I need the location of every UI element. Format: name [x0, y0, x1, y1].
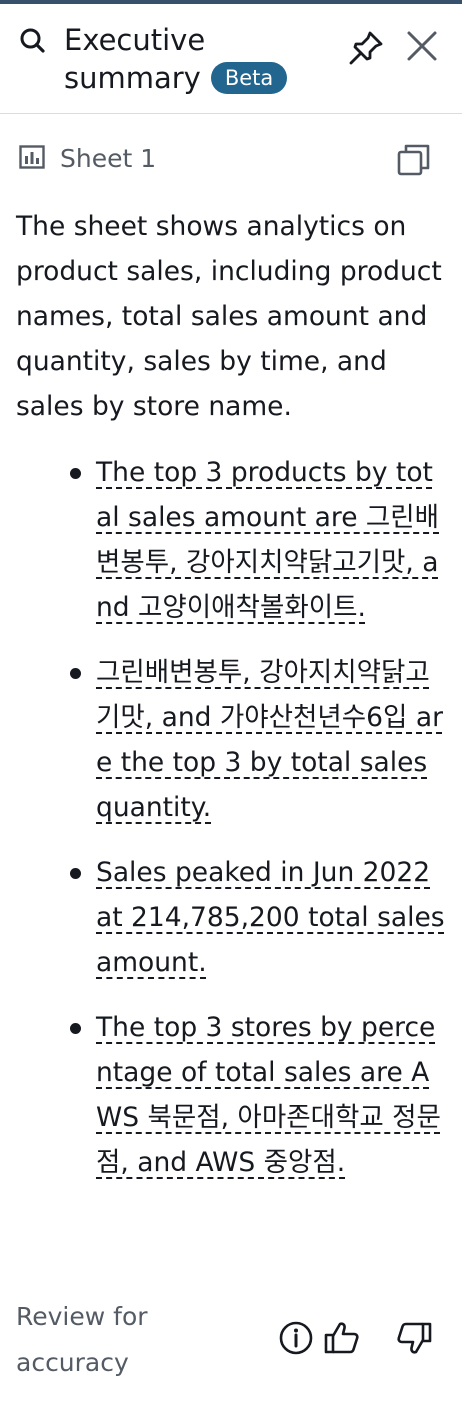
bullet-dot: [70, 868, 81, 879]
insight-text[interactable]: The top 3 stores by percentage of total …: [96, 1012, 441, 1178]
copy-button[interactable]: [394, 140, 434, 180]
close-button[interactable]: [402, 26, 442, 66]
bullet-dot: [70, 468, 81, 479]
bullet-dot: [70, 1023, 81, 1034]
close-icon: [402, 26, 442, 66]
info-icon: [276, 1318, 316, 1358]
copy-icon: [394, 140, 434, 180]
list-item: The top 3 products by total sales amount…: [0, 450, 462, 630]
list-item: Sales peaked in Jun 2022 at 214,785,200 …: [0, 850, 462, 985]
bullet-dot: [70, 668, 81, 679]
list-item: 그린배변봉투, 강아지치약닭고기맛, and 가야산천년수6입 are the …: [0, 650, 462, 830]
pin-icon: [346, 28, 386, 68]
panel-header: Executive summary Beta: [0, 4, 462, 114]
summary-intro: The sheet shows analytics on product sal…: [16, 211, 442, 422]
panel-footer: Review for accuracy: [16, 1294, 446, 1394]
panel-title-text: Executive summary: [64, 23, 206, 95]
summary-bullets: The top 3 products by total sales amount…: [0, 450, 462, 1205]
info-button[interactable]: [276, 1318, 316, 1358]
pin-button[interactable]: [346, 28, 386, 68]
thumbs-up-button[interactable]: [322, 1318, 362, 1358]
sheet-label: Sheet 1: [60, 144, 157, 173]
insight-text[interactable]: 그린배변봉투, 강아지치약닭고기맛, and 가야산천년수6입 are the …: [96, 657, 443, 823]
thumbs-down-button[interactable]: [394, 1318, 434, 1358]
insight-text[interactable]: Sales peaked in Jun 2022 at 214,785,200 …: [96, 857, 445, 978]
thumbs-down-icon: [394, 1318, 434, 1358]
beta-badge: Beta: [210, 62, 288, 94]
top-accent-bar: [0, 0, 462, 4]
insight-text[interactable]: The top 3 products by total sales amount…: [96, 457, 440, 623]
search-icon: [18, 26, 48, 56]
sheet-row: Sheet 1: [16, 138, 446, 182]
bar-chart-icon: [19, 145, 45, 169]
thumbs-up-icon: [322, 1318, 362, 1358]
list-item: The top 3 stores by percentage of total …: [0, 1005, 462, 1185]
panel-title: Executive summary Beta: [64, 21, 344, 97]
review-for-accuracy-text: Review for accuracy: [16, 1302, 148, 1377]
